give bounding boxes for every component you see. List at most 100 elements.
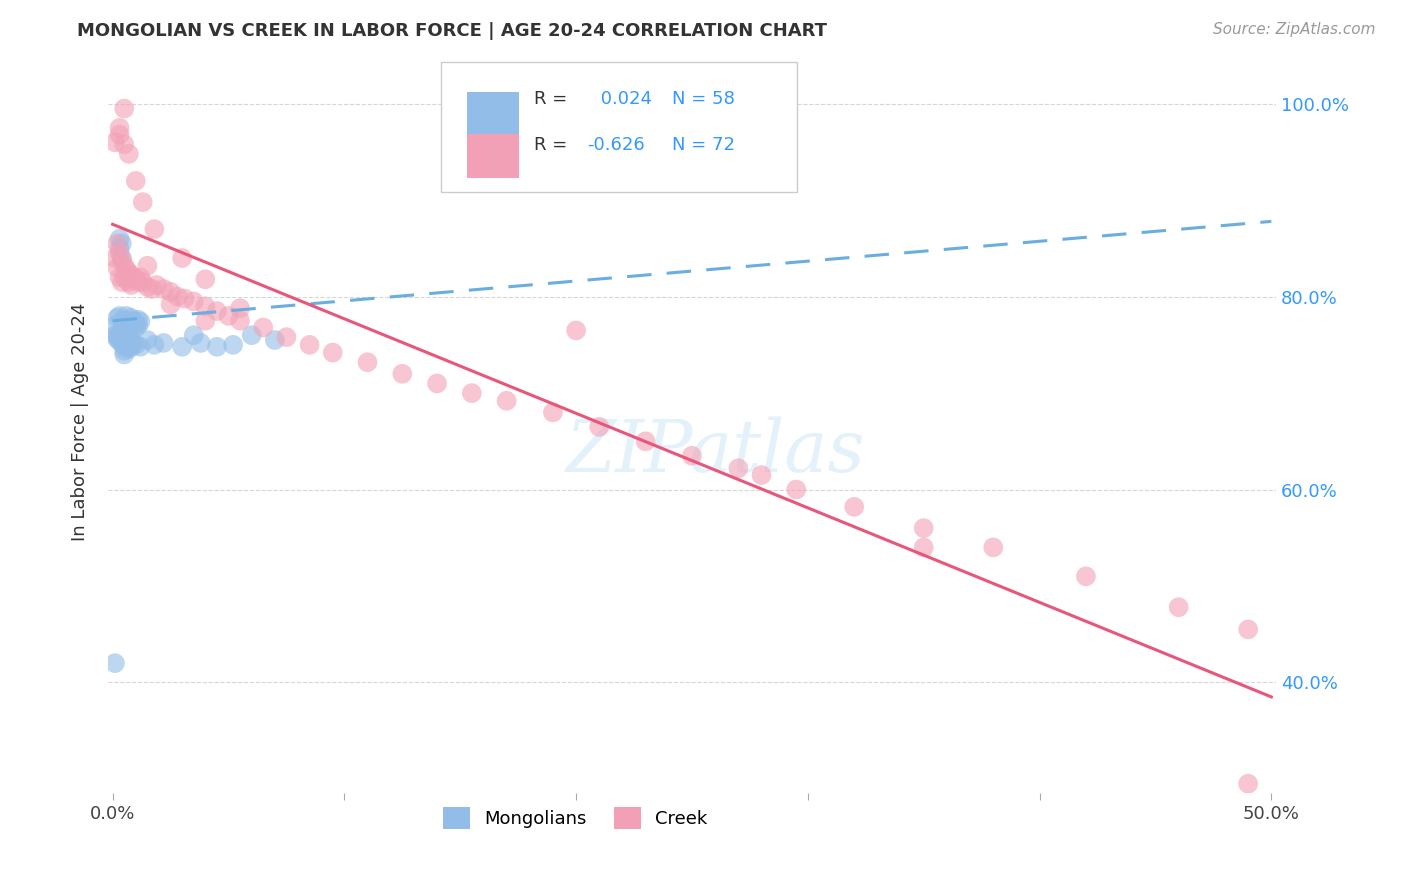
Point <box>112 320 135 334</box>
Point <box>127 275 149 289</box>
Point <box>108 334 131 348</box>
Point <box>118 326 141 341</box>
Point <box>129 315 152 329</box>
Point <box>205 304 228 318</box>
Point <box>132 195 155 210</box>
Point <box>108 120 131 135</box>
Point <box>125 338 148 352</box>
Point <box>105 310 128 325</box>
Text: 0.024: 0.024 <box>595 90 652 108</box>
Point <box>111 335 134 350</box>
Point <box>104 318 127 333</box>
Point <box>127 318 149 333</box>
Point <box>205 340 228 354</box>
Point <box>112 259 135 273</box>
Point <box>152 335 174 350</box>
Point <box>108 232 131 246</box>
Point <box>127 312 149 326</box>
Point <box>111 236 134 251</box>
Point <box>172 251 194 265</box>
Text: N = 72: N = 72 <box>672 136 735 154</box>
Point <box>120 316 142 330</box>
Point <box>136 259 159 273</box>
Point <box>356 355 378 369</box>
Point <box>298 338 321 352</box>
Point <box>495 393 517 408</box>
Point <box>118 334 141 348</box>
Point <box>159 285 181 299</box>
Point <box>112 347 135 361</box>
Point <box>112 343 135 358</box>
Point <box>120 268 142 283</box>
Point <box>727 461 749 475</box>
Point <box>785 483 807 497</box>
Point <box>111 252 134 267</box>
Point <box>426 376 449 391</box>
Point <box>115 338 138 352</box>
Point <box>118 330 141 344</box>
Point <box>143 222 166 236</box>
Point <box>115 328 138 343</box>
FancyBboxPatch shape <box>441 62 797 192</box>
Point <box>751 468 773 483</box>
Point <box>122 318 145 333</box>
Point <box>105 260 128 275</box>
Point <box>118 342 141 356</box>
Point <box>122 335 145 350</box>
Point <box>634 434 657 449</box>
Point <box>112 340 135 354</box>
Point <box>112 318 135 333</box>
Point <box>263 333 285 347</box>
Point <box>136 333 159 347</box>
Point <box>108 328 131 343</box>
Point <box>322 345 344 359</box>
Point <box>104 328 127 343</box>
Point <box>108 128 131 142</box>
Text: R =: R = <box>534 136 568 154</box>
Point <box>112 102 135 116</box>
Point <box>159 297 181 311</box>
Point <box>276 330 298 344</box>
Point <box>125 174 148 188</box>
Point <box>118 147 141 161</box>
Point <box>132 275 155 289</box>
Point <box>104 656 127 670</box>
Point <box>115 309 138 323</box>
Point <box>222 338 245 352</box>
Point <box>1074 569 1097 583</box>
Point <box>122 314 145 328</box>
Point <box>112 270 135 285</box>
Point <box>108 309 131 323</box>
Point <box>125 317 148 331</box>
Point <box>166 290 188 304</box>
Point <box>1237 623 1260 637</box>
Point <box>108 270 131 285</box>
Point <box>194 314 217 328</box>
Point <box>912 541 935 555</box>
Text: Source: ZipAtlas.com: Source: ZipAtlas.com <box>1212 22 1375 37</box>
Point <box>115 330 138 344</box>
Point <box>194 272 217 286</box>
Point <box>105 328 128 343</box>
Point <box>218 309 240 323</box>
Point <box>152 282 174 296</box>
Point <box>104 251 127 265</box>
Point <box>844 500 866 514</box>
Text: N = 58: N = 58 <box>672 90 735 108</box>
Point <box>118 275 141 289</box>
Point <box>108 241 131 255</box>
Point <box>125 272 148 286</box>
Point <box>541 405 564 419</box>
Point <box>981 541 1004 555</box>
Point <box>240 328 263 343</box>
Legend: Mongolians, Creek: Mongolians, Creek <box>436 800 714 837</box>
Point <box>172 340 194 354</box>
Text: R =: R = <box>534 90 568 108</box>
Point <box>143 338 166 352</box>
Point <box>122 270 145 285</box>
Point <box>136 280 159 294</box>
Point <box>118 317 141 331</box>
Point <box>912 521 935 535</box>
Point <box>565 323 588 337</box>
Point <box>129 270 152 285</box>
